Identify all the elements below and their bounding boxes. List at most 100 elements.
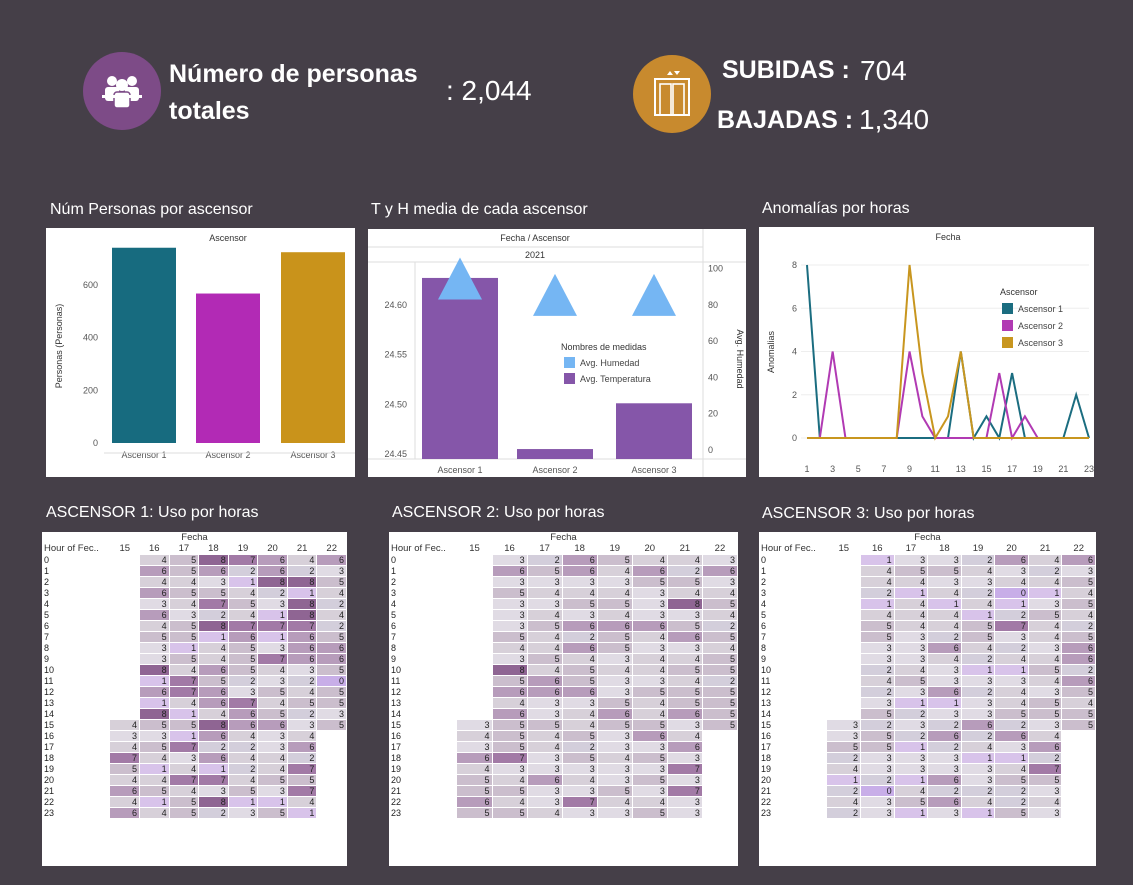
heatmap-cell: 6 (561, 554, 598, 566)
heatmap-cell: 2 (1027, 752, 1063, 764)
heatmap-cell (316, 807, 347, 819)
heatmap-cell: 3 (631, 598, 668, 610)
x-tick-label: 11 (931, 464, 940, 474)
heatmap-cell: 5 (227, 785, 259, 797)
heatmap-cell: 5 (526, 719, 563, 731)
hour-label: 22 (44, 797, 55, 807)
heatmap-table: Hour of Fec.. 15 16 17 18 19 20 21 22 0 1 3 3 2 6 4 6 1 4 5… (759, 544, 1096, 819)
heatmap-cell: 5 (1061, 719, 1096, 731)
heatmap-cell (456, 620, 493, 632)
heatmap-cell: 5 (227, 598, 259, 610)
heatmap-cell: 2 (860, 719, 895, 731)
bar-chart-title: Núm Personas por ascensor (50, 201, 253, 218)
heatmap-cell: 4 (257, 752, 288, 764)
hour-label: 8 (391, 643, 397, 653)
heatmap-cell: 5 (198, 587, 229, 599)
heatmap-row: 19 4 3 3 3 3 4 7 (759, 763, 1096, 775)
heatmap-cell: 6 (198, 697, 229, 709)
x-tick-label: Ascensor 3 (631, 465, 676, 475)
heatmap-cell: 5 (893, 565, 929, 577)
bajadas-value: 1,340 (859, 104, 930, 135)
hour-label: 9 (391, 654, 397, 664)
heatmap-cell: 5 (168, 554, 200, 566)
heatmap-cell (456, 664, 493, 676)
heatmap-cell: 3 (561, 807, 598, 819)
row-label-header: Hour of Fec.. (761, 544, 816, 555)
heatmap-cell (109, 708, 140, 720)
heatmap-cell (109, 576, 140, 588)
heatmap-cell: 6 (666, 631, 703, 643)
anomalies-chart-title: Anomalías por horas (762, 200, 910, 217)
hour-label: 20 (44, 775, 55, 785)
heatmap-cell: 2 (927, 785, 962, 797)
heatmap-cell: 5 (860, 708, 895, 720)
people-kpi-title-line1: Número de personas (169, 60, 418, 88)
heatmap-cell: 5 (596, 785, 633, 797)
heatmap-cell: 7 (168, 741, 200, 753)
heatmap-cell: 4 (286, 730, 318, 742)
heatmap-cell: 4 (286, 796, 318, 808)
heatmap-cell: 3 (1027, 642, 1063, 654)
heatmap-row: 23 2 3 1 3 1 5 3 (759, 807, 1096, 819)
heatmap-cell: 8 (198, 719, 229, 731)
heatmap-cell: 1 (227, 796, 259, 808)
heatmap-cell: 5 (316, 664, 347, 676)
heatmap-cell: 3 (561, 609, 598, 621)
heatmap-cell: 4 (701, 642, 738, 654)
right-tick-label: 100 (708, 264, 723, 274)
heatmap-cell: 4 (826, 763, 862, 775)
heatmap-cell: 4 (168, 664, 200, 676)
heatmap-cell: 3 (960, 675, 996, 687)
heatmap-cell: 6 (1061, 554, 1096, 566)
heatmap-cell: 6 (561, 686, 598, 698)
y-tick-label: 4 (792, 347, 797, 357)
hour-label: 17 (761, 742, 772, 752)
day-header: 18 (208, 544, 219, 554)
heatmap-cell: 4 (109, 719, 141, 731)
heatmap-cell: 2 (927, 741, 962, 753)
hour-label: 16 (391, 731, 402, 741)
heatmap-cell (826, 631, 861, 643)
heatmap-cell: 5 (701, 631, 738, 643)
left-tick-label: 24.45 (384, 449, 407, 459)
heatmap-cell: 3 (1027, 686, 1063, 698)
right-tick-label: 60 (708, 336, 718, 346)
heatmap-cell: 5 (994, 807, 1029, 819)
heatmap3-title: ASCENSOR 3: Uso por horas (762, 505, 975, 522)
heatmap-cell: 5 (168, 631, 200, 643)
heatmap-cell: 3 (893, 631, 929, 643)
heatmap-cell: 2 (826, 785, 862, 797)
heatmap-cell: 3 (139, 642, 170, 654)
heatmap-cell: 8 (286, 576, 318, 588)
heatmap-cell: 6 (491, 565, 528, 577)
heatmap-cell: 3 (666, 774, 703, 786)
heatmap-cell: 6 (701, 565, 738, 577)
heatmap-cell: 4 (1027, 620, 1063, 632)
heatmap-cell: 5 (561, 598, 598, 610)
heatmap-cell: 5 (168, 719, 200, 731)
right-tick-label: 20 (708, 409, 718, 419)
day-header: 21 (1039, 544, 1051, 554)
heatmap-cell: 2 (927, 719, 962, 731)
heatmap-cell: 4 (860, 565, 895, 577)
heatmap-cell: 3 (893, 752, 929, 764)
hour-label: 18 (391, 753, 402, 763)
heatmap-cell: 3 (227, 807, 259, 819)
hour-label: 18 (761, 753, 772, 763)
hour-label: 1 (761, 566, 767, 576)
heatmap-cell: 6 (1061, 653, 1096, 665)
heatmap-cell: 4 (893, 576, 929, 588)
heatmap-cell: 5 (286, 697, 318, 709)
chart-header: Ascensor (209, 233, 247, 243)
heatmap-cell: 3 (526, 576, 563, 588)
heatmap-cell: 5 (316, 631, 347, 643)
hour-label: 15 (391, 720, 402, 730)
heatmap-cell: 2 (893, 730, 929, 742)
heatmap-cell (456, 554, 493, 566)
heatmap-cell: 4 (960, 796, 996, 808)
heatmap-cell: 3 (168, 752, 200, 764)
subidas-label: SUBIDAS : (722, 56, 850, 84)
heatmap-cell: 5 (1027, 774, 1063, 786)
